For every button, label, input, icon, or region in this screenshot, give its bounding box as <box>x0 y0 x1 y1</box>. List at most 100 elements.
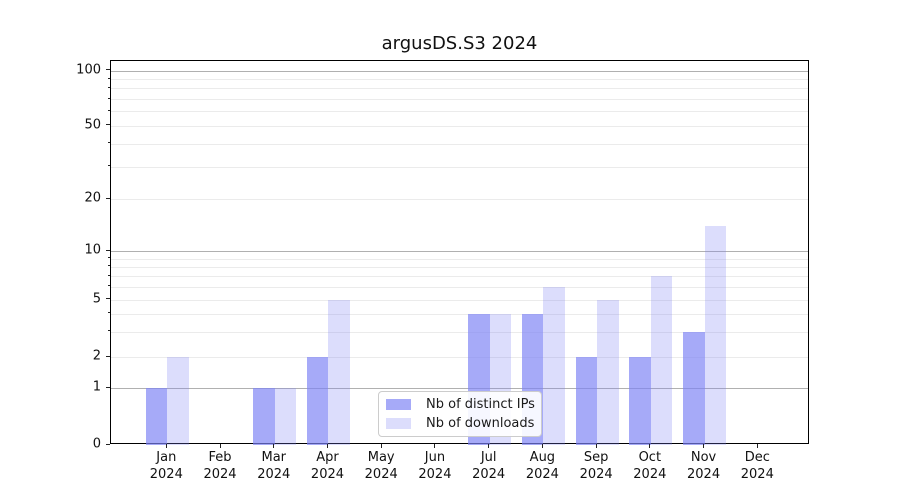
y-minor-tick-mark <box>108 257 110 259</box>
y-tick-mark <box>106 443 110 445</box>
x-tick-year: 2024 <box>364 467 398 482</box>
legend-swatch-distinct-ips <box>386 399 411 411</box>
bar-distinct-ips <box>683 331 705 445</box>
x-tick-month: Apr <box>316 450 339 465</box>
x-tick-label: Dec 2024 <box>717 449 797 483</box>
bar-distinct-ips <box>629 357 651 445</box>
y-tick-mark <box>106 386 110 388</box>
y-tick-label: 50 <box>84 117 101 133</box>
chart-title: argusDS.S3 2024 <box>381 33 538 54</box>
y-minor-tick-mark <box>108 109 110 111</box>
y-gridline-minor <box>111 313 808 315</box>
x-tick-mark <box>273 444 275 448</box>
x-tick-month: Mar <box>261 450 287 465</box>
y-minor-tick-mark <box>108 285 110 287</box>
x-tick-year: 2024 <box>149 467 183 482</box>
y-gridline-major <box>111 388 808 390</box>
x-tick-year: 2024 <box>687 467 721 482</box>
legend-label-downloads: Nb of downloads <box>426 415 535 431</box>
y-tick-mark <box>106 298 110 300</box>
x-tick-year: 2024 <box>633 467 667 482</box>
y-gridline-major <box>111 251 808 253</box>
y-gridline-minor <box>111 299 808 301</box>
x-tick-year: 2024 <box>310 467 345 482</box>
y-gridline-minor <box>111 79 808 81</box>
y-gridline-minor <box>111 199 808 200</box>
x-tick-label: Jan 2024 <box>126 449 206 483</box>
legend-item-downloads: Nb of downloads <box>386 416 534 431</box>
x-tick-year: 2024 <box>257 467 291 482</box>
bar-downloads <box>597 299 619 445</box>
y-tick-mark <box>106 69 110 71</box>
x-tick-year: 2024 <box>525 467 559 482</box>
y-tick-mark <box>106 249 110 251</box>
y-minor-tick-mark <box>108 97 110 99</box>
bar-downloads <box>543 286 565 445</box>
legend-item-distinct-ips: Nb of distinct IPs <box>386 397 535 412</box>
x-tick-mark <box>649 444 651 448</box>
x-tick-mark <box>756 444 758 448</box>
bar-downloads <box>274 388 297 445</box>
x-tick-label: Aug 2024 <box>502 449 582 483</box>
y-minor-tick-mark <box>108 330 110 332</box>
x-tick-label: Mar 2024 <box>234 449 314 483</box>
y-tick-label: 1 <box>92 379 101 395</box>
x-tick-mark <box>380 444 382 448</box>
x-tick-label: Jul 2024 <box>449 449 529 483</box>
y-minor-tick-mark <box>108 142 110 144</box>
x-tick-year: 2024 <box>418 467 452 482</box>
x-tick-label: Jun 2024 <box>395 449 475 483</box>
bar-downloads <box>167 357 189 445</box>
y-gridline-minor <box>111 357 808 359</box>
y-gridline-minor <box>111 266 808 268</box>
x-tick-mark <box>703 444 705 448</box>
x-tick-label: Sep 2024 <box>556 449 636 483</box>
y-tick-label: 5 <box>92 291 101 307</box>
legend: Nb of distinct IPs Nb of downloads <box>378 391 542 437</box>
y-minor-tick-mark <box>108 165 110 167</box>
x-tick-label: Oct 2024 <box>610 449 690 483</box>
x-tick-month: Sep <box>583 450 609 465</box>
y-minor-tick-mark <box>108 274 110 276</box>
x-tick-label: May 2024 <box>341 449 421 483</box>
x-tick-year: 2024 <box>203 467 237 482</box>
x-tick-year: 2024 <box>472 467 506 482</box>
y-tick-mark <box>106 197 110 199</box>
x-tick-year: 2024 <box>579 467 613 482</box>
x-tick-mark <box>595 444 597 448</box>
x-tick-mark <box>434 444 436 448</box>
x-tick-month: Nov <box>690 450 717 465</box>
y-minor-tick-mark <box>108 312 110 314</box>
bar-downloads <box>328 299 350 445</box>
y-minor-tick-mark <box>108 265 110 267</box>
legend-swatch-downloads <box>386 417 411 429</box>
bar-downloads <box>704 225 727 445</box>
x-tick-mark <box>541 444 543 448</box>
y-tick-label: 20 <box>84 190 101 206</box>
y-gridline-minor <box>111 143 808 145</box>
y-tick-mark <box>106 124 110 126</box>
y-minor-tick-mark <box>108 77 110 79</box>
x-tick-month: Aug <box>529 450 556 465</box>
x-tick-month: Dec <box>744 450 770 465</box>
x-tick-month: Jul <box>480 450 497 465</box>
bar-distinct-ips <box>145 388 168 445</box>
x-tick-month: Jun <box>424 450 446 465</box>
y-gridline-minor <box>111 99 808 100</box>
bar-downloads <box>650 276 673 445</box>
x-tick-mark <box>165 444 167 448</box>
y-gridline-minor <box>111 331 808 333</box>
y-gridline-minor <box>111 286 808 288</box>
x-tick-year: 2024 <box>740 467 774 482</box>
bar-distinct-ips <box>306 357 329 445</box>
y-gridline-minor <box>111 111 808 113</box>
bar-distinct-ips <box>253 388 275 445</box>
x-tick-label: Nov 2024 <box>664 449 744 483</box>
y-tick-label: 100 <box>76 62 101 78</box>
x-tick-month: Jan <box>156 450 177 465</box>
y-gridline-minor <box>111 88 808 90</box>
y-minor-tick-mark <box>108 86 110 88</box>
y-tick-mark <box>106 355 110 357</box>
x-tick-mark <box>219 444 221 448</box>
